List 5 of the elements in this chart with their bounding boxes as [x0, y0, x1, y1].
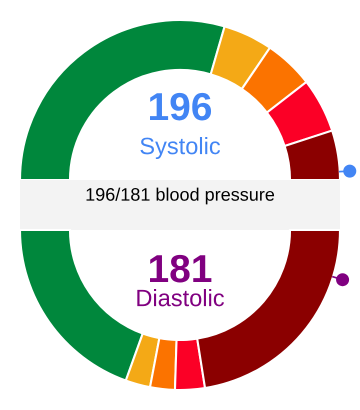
text: 196/181 blood pressure [86, 188, 274, 204]
text: 181 [150, 254, 212, 282]
text: Systolic [140, 136, 220, 160]
text: Diastolic [137, 288, 224, 306]
text: 196 [150, 92, 212, 120]
